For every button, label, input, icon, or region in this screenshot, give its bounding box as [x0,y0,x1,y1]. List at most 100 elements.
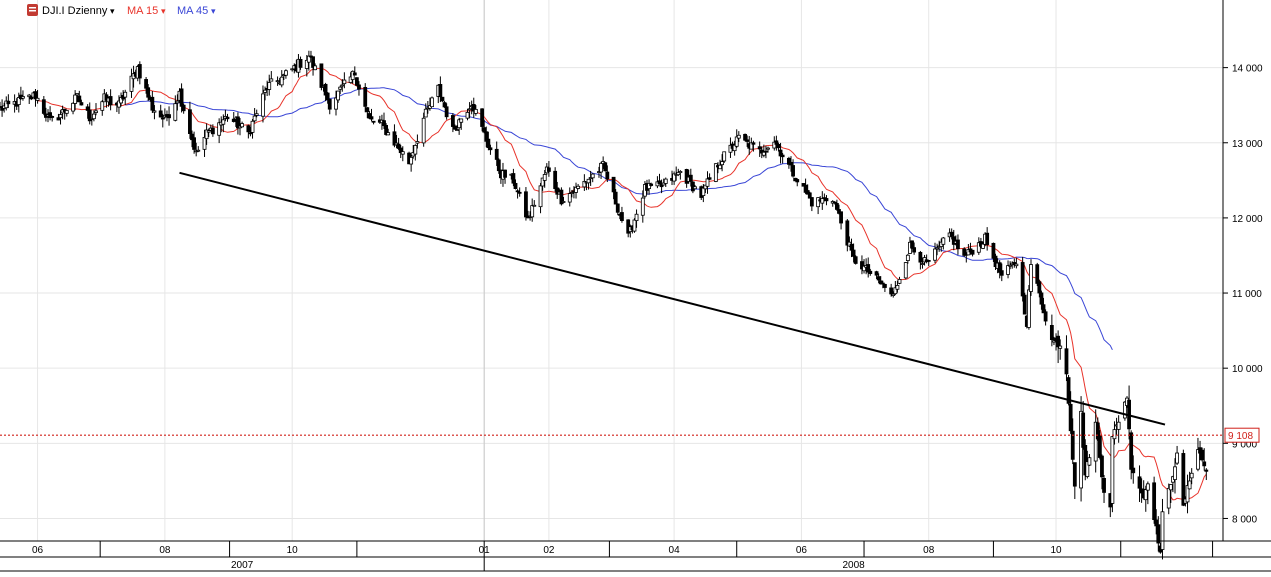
candle-body [85,106,90,111]
candle-body [567,193,572,203]
candle-body [705,178,710,187]
candle-body [158,110,163,118]
candle-body [396,143,401,149]
candle-body [175,100,180,104]
candle-body [459,118,464,123]
year-label: 2007 [231,560,254,571]
candle-body [912,247,917,253]
candle-body [298,59,303,68]
candle-body [363,86,368,107]
candle-body [918,251,923,263]
candle-body [701,187,706,197]
month-label: 10 [287,545,299,556]
candle-body [409,156,414,165]
candle-body [862,265,866,272]
candle-body [488,147,493,151]
candle-body [306,55,311,63]
candle-body [438,84,443,98]
candle-body [75,93,80,96]
candle-body [576,185,581,189]
candle-body [1093,421,1098,462]
candle-body [832,201,837,204]
candle-body [179,88,184,107]
candle-body [236,116,240,129]
candle-body [1014,263,1019,267]
candle-body [471,104,476,112]
candle-body [1116,421,1121,430]
candle-body [803,184,808,193]
chevron-down-icon[interactable]: ▾ [211,6,216,16]
legend-ma-slow[interactable]: MA 45 [177,5,208,17]
candle-body [684,169,689,184]
candle-body [1070,430,1075,460]
candle-body [357,84,361,90]
candle-body [252,115,257,122]
legend-symbol[interactable]: DJI.I Dzienny [42,5,108,17]
candle-body [611,176,616,193]
candle-body [678,171,683,174]
candle-body [261,93,265,117]
candle-body [1154,519,1159,527]
y-tick-label: 11 000 [1232,289,1262,300]
candle-body [1189,472,1194,479]
candle-body [384,124,389,135]
candle-body [1160,511,1165,550]
candle-body [1200,449,1205,461]
candle-body [561,201,566,203]
candle-body [415,141,420,144]
candle-body [50,116,55,118]
candle-body [713,163,718,182]
candle-body [876,276,881,281]
month-label: 01 [479,545,491,556]
candle-body [1049,324,1054,341]
candle-body [442,102,447,108]
candle-body [1039,292,1044,305]
candle-body [150,96,155,111]
candle-body [1064,348,1069,375]
candle-body [503,169,507,178]
candle-body [79,102,84,106]
candle-body [1083,444,1088,476]
candle-body [137,64,142,79]
candle-body [910,240,914,249]
candle-body [736,134,741,139]
candle-body [1058,345,1063,349]
candle-body [981,243,985,249]
candle-body [991,242,996,259]
candle-body [217,122,222,136]
chevron-down-icon[interactable]: ▾ [161,6,166,16]
candle-body [997,262,1002,273]
candle-body [73,94,78,104]
candle-body [734,136,739,147]
candle-body [398,147,403,154]
candle-body [903,262,908,279]
candle-body [123,91,128,98]
candle-body [400,151,405,155]
last-price-label: 9 108 [1228,431,1253,442]
candle-body [440,96,445,102]
candle-body [672,173,677,182]
candle-body [1152,482,1157,520]
candle-body [146,87,151,98]
candle-body [1143,489,1148,501]
candle-body [352,72,357,76]
chevron-down-icon[interactable]: ▾ [110,6,115,16]
candle-body [413,145,418,155]
candle-body [851,249,856,257]
candle-body [1022,294,1027,315]
candle-body [615,203,620,213]
candle-body [657,180,662,185]
candle-body [319,63,324,88]
candle-body [1079,410,1083,489]
candle-body [707,177,712,180]
candle-body [453,125,457,130]
candle-body [313,65,318,71]
y-tick-label: 9 000 [1232,439,1257,450]
y-axis: 8 000 9 000 10 000 11 000 12 000 13 000 14 000… [1222,0,1263,541]
candle-body [676,171,681,176]
legend-ma-fast[interactable]: MA 15 [127,5,158,17]
candle-body [820,198,825,204]
candle-body [1156,524,1161,544]
